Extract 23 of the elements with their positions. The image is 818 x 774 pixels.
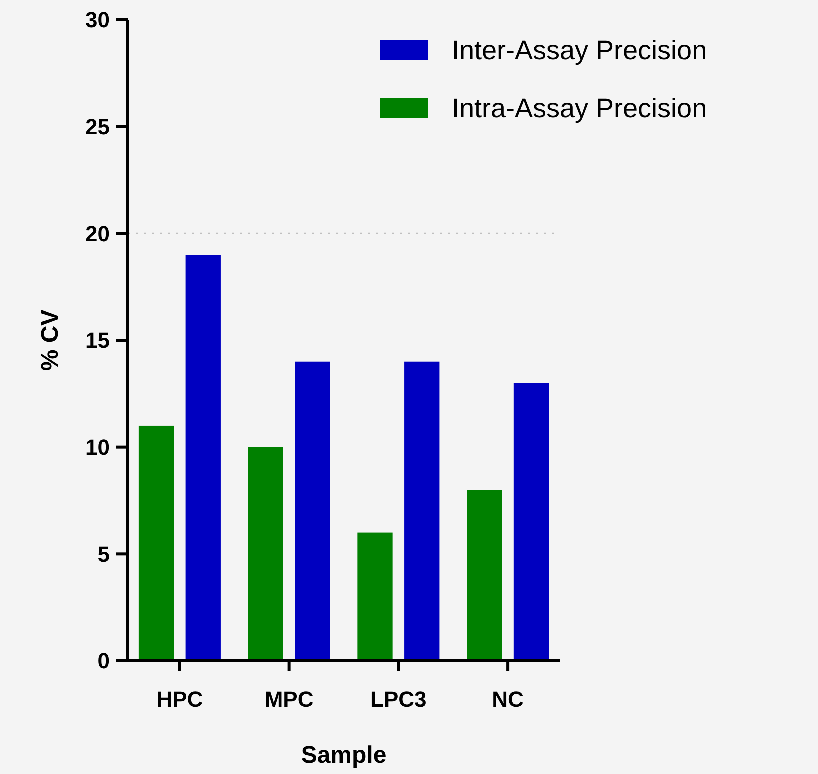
bar	[404, 362, 440, 661]
y-axis-title: % CV	[37, 310, 64, 372]
x-axis-title: Sample	[301, 742, 387, 769]
x-tick-label: NC	[492, 687, 524, 712]
y-tick-label: 0	[98, 648, 110, 674]
bar	[248, 447, 284, 661]
x-tick-label: MPC	[264, 687, 314, 712]
legend-label: Intra-Assay Precision	[452, 93, 708, 124]
legend-label: Inter-Assay Precision	[452, 35, 708, 66]
bar	[358, 532, 393, 661]
y-tick-label: 30	[86, 8, 110, 33]
x-tick-label: HPC	[156, 687, 204, 712]
bar	[186, 255, 221, 661]
y-tick-label: 20	[86, 221, 110, 246]
y-tick-label: 15	[86, 328, 110, 354]
bar	[295, 362, 330, 661]
y-tick-label: 25	[86, 114, 110, 140]
bar	[467, 490, 502, 661]
y-tick-label: 10	[86, 435, 110, 460]
y-tick-label: 5	[98, 542, 110, 567]
bar	[514, 383, 550, 661]
x-tick-label: LPC3	[370, 687, 427, 712]
bar	[138, 426, 174, 661]
